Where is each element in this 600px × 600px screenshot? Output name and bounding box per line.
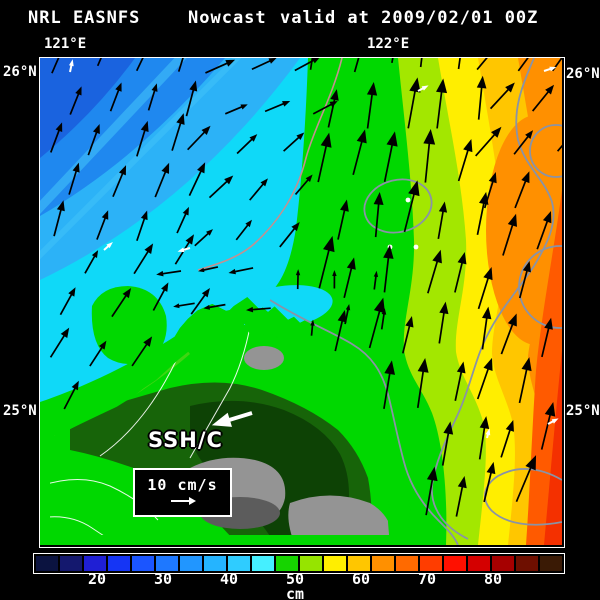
- field-label: SSH/C: [148, 428, 223, 452]
- lat-label-right: 26°N: [566, 66, 600, 82]
- colorbar-cell: [372, 556, 394, 571]
- colorbar-cell: [228, 556, 250, 571]
- urban-east-patch: [288, 495, 393, 545]
- colorbar-cell: [36, 556, 58, 571]
- current-vectors: [49, 58, 562, 517]
- blue-streak: [40, 58, 187, 214]
- colorbar-cell: [516, 556, 538, 571]
- lon-label: 121°E: [44, 36, 87, 52]
- contour-coastal: [269, 299, 459, 545]
- title-model: NRL EASNFS: [28, 8, 141, 28]
- title-product: Nowcast: [188, 8, 267, 28]
- vector-scale-arrow-icon: [170, 497, 196, 505]
- lat-label-left: 25°N: [3, 403, 37, 419]
- islet-marker: [405, 197, 411, 203]
- vector-scale-legend: 10 cm/s: [133, 468, 232, 517]
- colorbar-cell: [468, 556, 490, 571]
- colorbar-cell: [420, 556, 442, 571]
- colorbar-cell: [492, 556, 514, 571]
- colorbar-cell: [132, 556, 154, 571]
- contour-circle-e: [518, 245, 562, 329]
- colorbar-cell: [180, 556, 202, 571]
- blue-streak: [40, 58, 242, 260]
- colorbar-cell: [348, 556, 370, 571]
- title-valid: valid at 2009/02/01 00Z: [280, 8, 539, 28]
- colorbar-cell: [276, 556, 298, 571]
- colorbar-tick: 50: [285, 570, 305, 588]
- colorbar-tick: 20: [87, 570, 107, 588]
- islet-marker: [413, 244, 419, 250]
- colorbar-cell: [444, 556, 466, 571]
- ssh-current-map: [40, 58, 562, 545]
- colorbar-cell: [540, 556, 562, 571]
- green-eddy-blob: [91, 286, 167, 364]
- contour-loop-se: [484, 468, 562, 526]
- lat-label-left: 26°N: [3, 64, 37, 80]
- sea-deepblue-wedge: [40, 58, 135, 158]
- colorbar-tick: 70: [417, 570, 437, 588]
- colorbar-cell: [324, 556, 346, 571]
- colorbar-tick: 80: [483, 570, 503, 588]
- colorbar-cell: [300, 556, 322, 571]
- colorbar-cell: [84, 556, 106, 571]
- colorbar-cell: [60, 556, 82, 571]
- colorbar-tick: 30: [153, 570, 173, 588]
- ssh-orange-blob: [486, 115, 562, 345]
- colorbar-cell: [108, 556, 130, 571]
- colorbar-cell: [204, 556, 226, 571]
- urban-keelung: [244, 346, 284, 370]
- highlight-vectors: [68, 59, 559, 439]
- colorbar-unit: cm: [285, 585, 305, 600]
- colorbar-cell: [252, 556, 274, 571]
- vector-scale-value: 10 cm/s: [147, 476, 218, 494]
- colorbar-cell: [396, 556, 418, 571]
- colorbar-cell: [156, 556, 178, 571]
- map-panel: [39, 57, 565, 548]
- colorbar-tick: 40: [219, 570, 239, 588]
- county-boundary: [189, 315, 253, 459]
- colorbar-tick: 60: [351, 570, 371, 588]
- ssh-band-red: [544, 350, 562, 545]
- contour-circle-ne: [529, 124, 562, 178]
- lon-label: 122°E: [367, 36, 410, 52]
- colorbar: [33, 553, 565, 574]
- lat-label-right: 25°N: [566, 403, 600, 419]
